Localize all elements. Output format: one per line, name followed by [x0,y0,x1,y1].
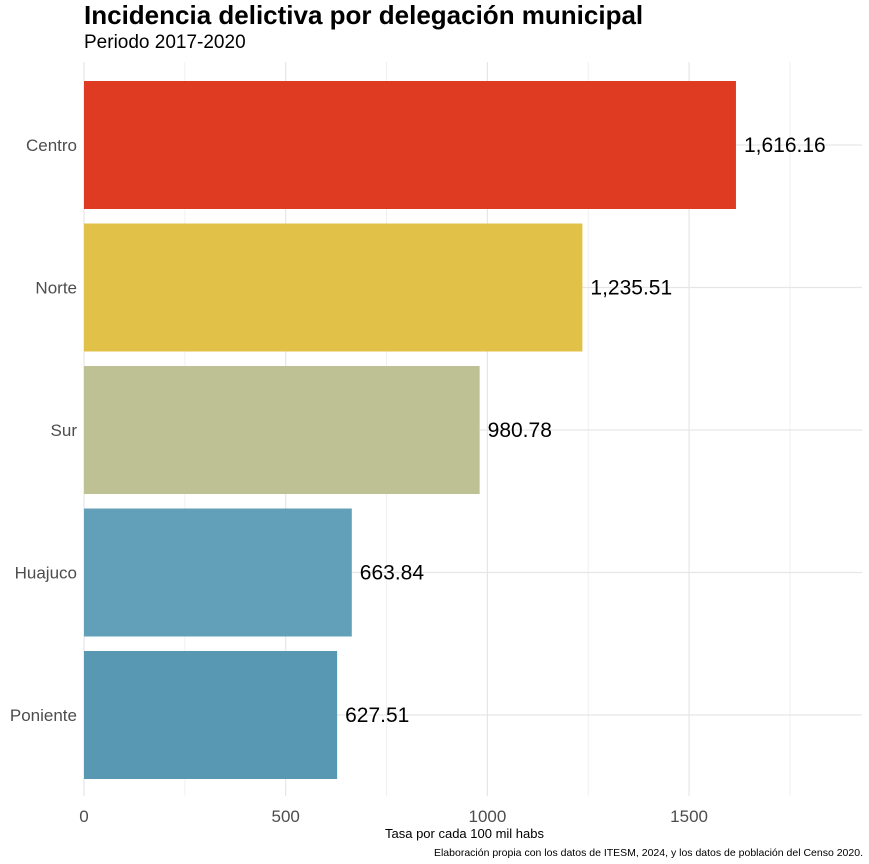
x-tick-label: 500 [272,807,300,826]
x-axis-title: Tasa por cada 100 mil habs [385,826,544,841]
bar-norte [84,223,583,352]
data-label: 1,616.16 [744,134,826,157]
chart-caption: Elaboración propia con los datos de ITES… [433,847,863,859]
y-tick-label: Centro [26,136,77,155]
y-tick-label: Poniente [10,706,77,725]
x-tick-label: 1500 [670,807,708,826]
chart-subtitle: Periodo 2017-2020 [84,32,246,53]
data-label: 980.78 [488,419,552,442]
data-labels: 1,616.16 1,235.51 980.78 663.84 627.51 [345,134,826,727]
bar-centro [84,81,736,209]
y-tick-label: Huajuco [15,564,77,583]
data-label: 627.51 [345,704,409,727]
bar-huajuco [84,508,352,637]
x-tick-label: 1000 [468,807,506,826]
data-label: 1,235.51 [590,277,672,300]
data-label: 663.84 [360,562,425,585]
bar-poniente [84,651,338,779]
y-tick-label: Sur [51,421,78,440]
x-tick-label: 0 [79,807,88,826]
bar-sur [84,366,480,494]
y-axis-labels: Centro Norte Sur Huajuco Poniente [10,136,77,725]
y-tick-label: Norte [35,279,77,298]
x-axis-ticks: 0 500 1000 1500 [79,807,708,826]
bars [84,81,736,779]
chart-title: Incidencia delictiva por delegación muni… [84,0,644,30]
